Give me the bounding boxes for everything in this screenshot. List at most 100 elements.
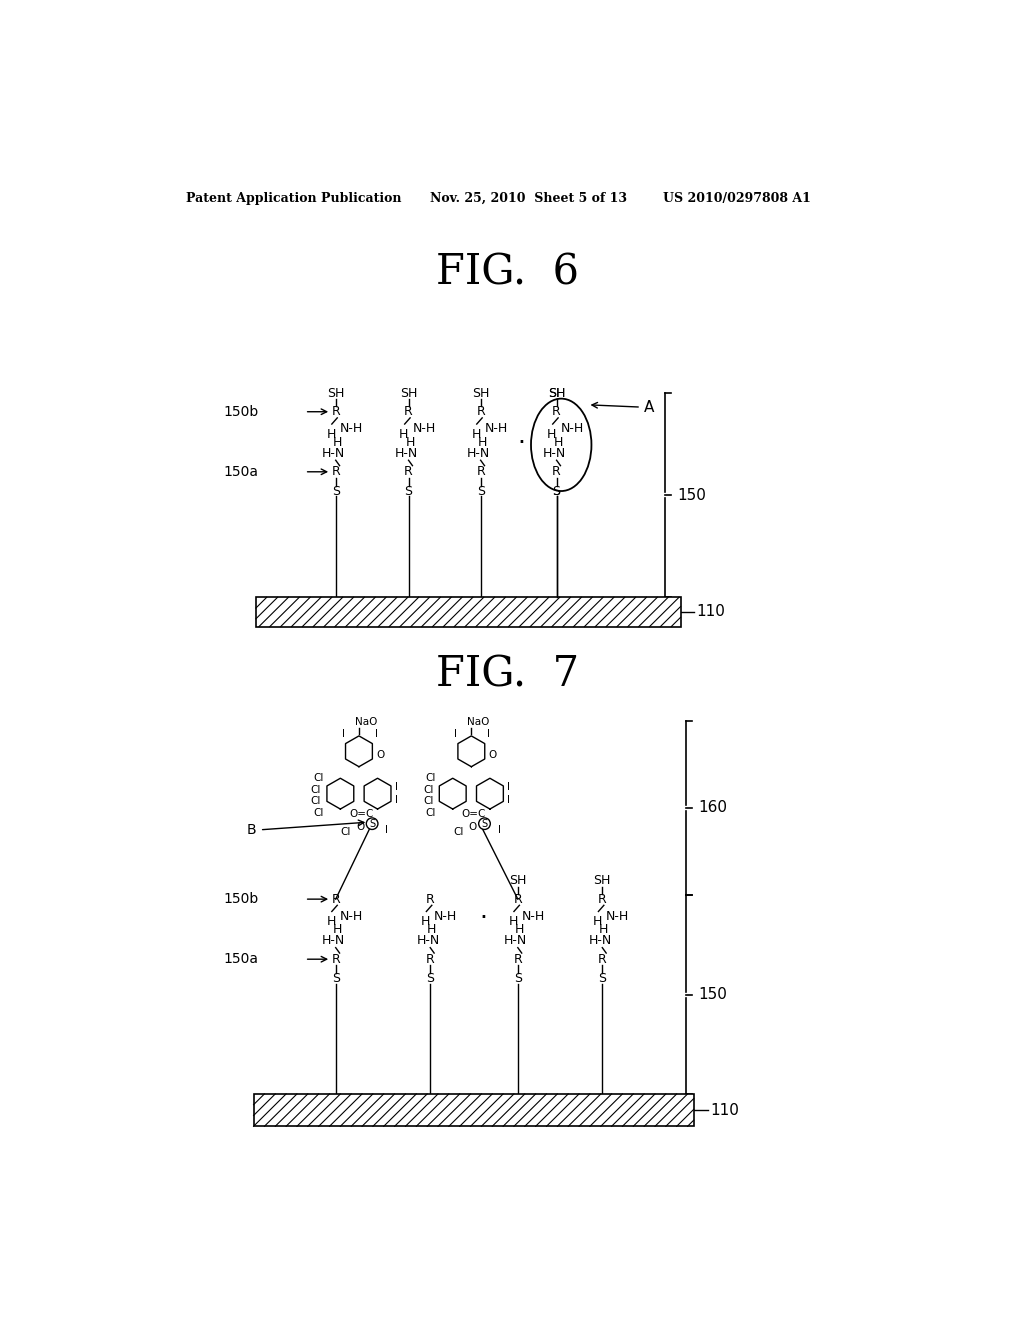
Text: SH: SH (509, 874, 526, 887)
Text: H: H (406, 436, 415, 449)
Text: S: S (332, 972, 340, 985)
Text: S: S (553, 484, 560, 498)
Text: R: R (598, 953, 606, 966)
Text: NaO: NaO (355, 717, 378, 727)
Text: Cl: Cl (454, 828, 464, 837)
Text: 110: 110 (696, 605, 725, 619)
Text: H: H (327, 915, 336, 928)
Text: 160: 160 (698, 800, 727, 816)
Text: H: H (593, 915, 602, 928)
Text: R: R (476, 465, 485, 478)
Text: SH: SH (399, 387, 417, 400)
Text: H: H (509, 915, 518, 928)
Text: R: R (513, 892, 522, 906)
Text: 150: 150 (698, 987, 727, 1002)
Text: O: O (376, 750, 384, 760)
Text: I: I (385, 825, 388, 834)
Text: H: H (477, 436, 486, 449)
Ellipse shape (531, 399, 592, 491)
Text: SH: SH (472, 387, 489, 400)
Text: N-H: N-H (413, 422, 435, 436)
Text: 150b: 150b (223, 892, 258, 906)
Text: O: O (488, 750, 497, 760)
Text: H: H (399, 428, 409, 441)
Bar (256, 597, 681, 627)
Text: R: R (552, 465, 561, 478)
Text: H-N: H-N (504, 935, 527, 948)
Text: US 2010/0297808 A1: US 2010/0297808 A1 (663, 191, 811, 205)
Text: R: R (332, 953, 340, 966)
Text: Cl: Cl (425, 808, 435, 818)
Text: H-N: H-N (322, 935, 345, 948)
Text: N-H: N-H (521, 909, 545, 923)
Text: Nov. 25, 2010  Sheet 5 of 13: Nov. 25, 2010 Sheet 5 of 13 (430, 191, 628, 205)
Text: SH: SH (548, 387, 565, 400)
Text: O: O (469, 822, 477, 832)
Text: H: H (333, 436, 342, 449)
Text: H: H (547, 428, 557, 441)
Text: I: I (507, 783, 510, 792)
Text: O: O (356, 822, 365, 832)
Text: R: R (552, 465, 561, 478)
Ellipse shape (367, 818, 378, 829)
Text: Cl: Cl (313, 808, 324, 818)
Text: I: I (342, 730, 345, 739)
Text: Cl: Cl (313, 774, 324, 783)
Text: N-H: N-H (606, 909, 630, 923)
Text: H-N: H-N (322, 446, 345, 459)
Text: R: R (552, 405, 561, 418)
Text: H-N: H-N (394, 446, 418, 459)
Text: H-N: H-N (589, 935, 611, 948)
Text: I: I (507, 795, 510, 805)
Text: H: H (553, 436, 563, 449)
Text: H: H (599, 924, 608, 936)
Text: H-N: H-N (543, 446, 566, 459)
Text: N-H: N-H (484, 422, 508, 436)
Text: 110: 110 (710, 1102, 739, 1118)
Text: Cl: Cl (425, 774, 435, 783)
Text: R: R (598, 892, 606, 906)
Text: FIG.  7: FIG. 7 (436, 653, 580, 696)
Text: Patent Application Publication: Patent Application Publication (186, 191, 401, 205)
Text: ·: · (479, 907, 487, 931)
Text: N-H: N-H (340, 422, 362, 436)
Text: R: R (332, 892, 340, 906)
Text: R: R (332, 465, 340, 478)
Text: S: S (598, 972, 606, 985)
Text: Cl: Cl (423, 785, 433, 795)
Text: S: S (553, 484, 560, 498)
Text: Cl: Cl (310, 796, 321, 807)
Text: H: H (515, 924, 524, 936)
Text: Cl: Cl (310, 785, 321, 795)
Text: I: I (375, 730, 378, 739)
Text: H: H (427, 924, 436, 936)
Text: ·: · (518, 432, 525, 455)
Text: N-H: N-H (560, 422, 584, 436)
Text: A: A (643, 400, 653, 414)
Text: H-N: H-N (467, 446, 489, 459)
Text: R: R (332, 405, 340, 418)
Text: I: I (455, 730, 458, 739)
Text: S: S (332, 484, 340, 498)
Bar (254, 1094, 693, 1126)
Text: 150b: 150b (223, 405, 258, 418)
Text: SH: SH (548, 387, 565, 400)
Text: NaO: NaO (467, 717, 489, 727)
Text: R: R (476, 405, 485, 418)
Text: O=C: O=C (349, 809, 374, 820)
Text: R: R (426, 953, 434, 966)
Text: I: I (394, 795, 397, 805)
Text: H: H (327, 428, 336, 441)
Text: H: H (553, 436, 563, 449)
Text: O=C: O=C (461, 809, 485, 820)
Text: S: S (404, 484, 413, 498)
Text: H: H (471, 428, 480, 441)
Text: Cl: Cl (423, 796, 433, 807)
Text: R: R (513, 953, 522, 966)
Text: R: R (552, 405, 561, 418)
Text: S: S (481, 818, 487, 829)
Text: I: I (486, 730, 489, 739)
Text: I: I (394, 783, 397, 792)
Text: R: R (426, 892, 434, 906)
Text: 150: 150 (678, 488, 707, 503)
